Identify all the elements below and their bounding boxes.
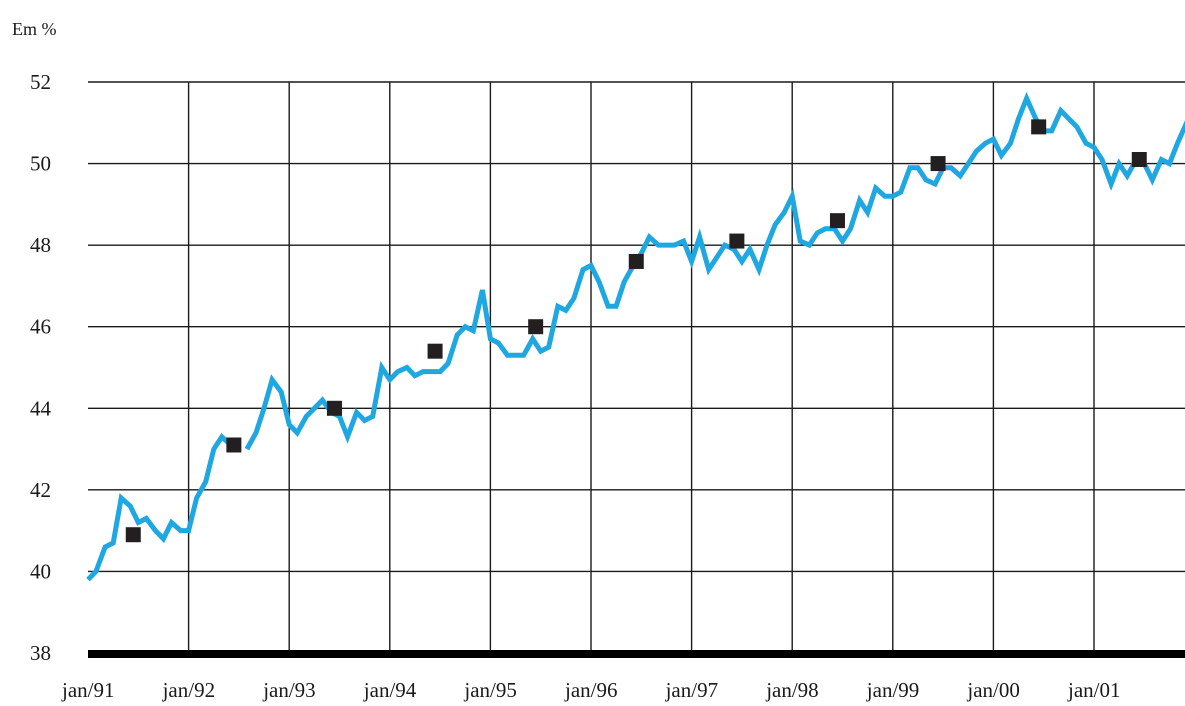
series-line xyxy=(244,91,1185,451)
y-tick-label: 52 xyxy=(30,70,51,94)
y-tick-label: 40 xyxy=(30,559,51,583)
y-axis-ticks: 38 40 42 44 46 48 50 52 xyxy=(30,70,52,665)
y-tick-label: 46 xyxy=(30,315,51,339)
y-tick-label: 38 xyxy=(30,641,51,665)
x-axis-ticks: jan/91 jan/92 jan/93 jan/94 jan/95 jan/96 jan/… xyxy=(61,678,1121,702)
x-tick-label: jan/93 xyxy=(262,678,316,702)
data-marker xyxy=(427,343,443,359)
x-tick-label: jan/94 xyxy=(363,678,417,702)
x-tick-label: jan/91 xyxy=(61,678,115,702)
data-marker xyxy=(1131,151,1147,167)
data-marker xyxy=(729,233,745,249)
data-marker xyxy=(1031,119,1047,135)
data-marker xyxy=(125,527,141,543)
vertical-gridlines xyxy=(187,82,1095,653)
data-marker xyxy=(829,213,845,229)
x-tick-label: jan/92 xyxy=(162,678,216,702)
series-line xyxy=(86,432,233,582)
x-tick-label: jan/95 xyxy=(463,678,517,702)
y-axis-unit-label: Em % xyxy=(12,19,57,39)
x-tick-label: jan/99 xyxy=(866,678,920,702)
x-tick-label: jan/97 xyxy=(665,678,719,702)
y-tick-label: 48 xyxy=(30,233,51,257)
x-tick-label: jan/00 xyxy=(966,678,1020,702)
data-marker xyxy=(528,319,544,335)
data-marker xyxy=(326,400,342,416)
data-marker xyxy=(226,437,242,453)
y-tick-label: 42 xyxy=(30,478,51,502)
series-lines xyxy=(86,91,1185,582)
horizontal-gridlines xyxy=(88,81,1185,573)
x-tick-label: jan/98 xyxy=(765,678,819,702)
y-tick-label: 44 xyxy=(30,396,52,420)
data-marker xyxy=(628,253,644,269)
x-axis-baseline xyxy=(88,650,1185,658)
series-markers xyxy=(125,119,1147,543)
x-tick-label: jan/01 xyxy=(1067,678,1121,702)
y-tick-label: 50 xyxy=(30,152,51,176)
x-tick-label: jan/96 xyxy=(564,678,618,702)
data-marker xyxy=(930,156,946,172)
